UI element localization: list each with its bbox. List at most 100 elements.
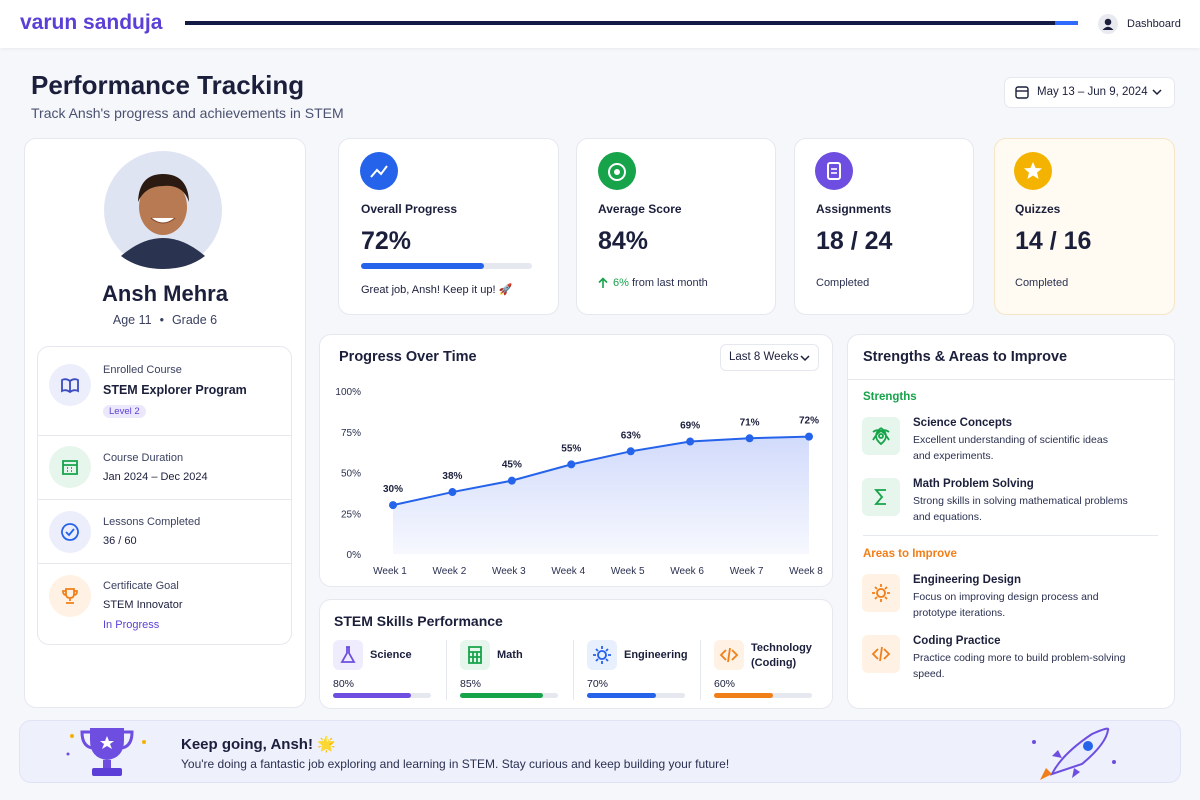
range-label[interactable]: Last 8 Weeks — [729, 351, 799, 363]
stat-value: 14 / 16 — [1015, 227, 1092, 255]
stat-value: 18 / 24 — [816, 227, 893, 255]
icon-glyph — [61, 523, 79, 541]
stat-icon — [1014, 152, 1052, 190]
stat-icon — [815, 152, 853, 190]
skill-name: Math — [497, 649, 523, 661]
nav-dashboard[interactable]: Dashboard — [1127, 18, 1181, 30]
icon-glyph — [62, 588, 78, 604]
page-subtitle: Track Ansh's progress and achievements i… — [31, 105, 344, 121]
stat-label: Overall Progress — [361, 202, 458, 216]
stat-value: 72% — [361, 227, 412, 255]
y-tick-label: 50% — [341, 469, 361, 480]
y-tick-label: 25% — [341, 509, 361, 520]
detail-label: Certificate Goal — [103, 580, 179, 592]
x-tick-label: Week 6 — [670, 566, 704, 577]
stat-note: Great job, Ansh! Keep it up! 🚀 — [361, 284, 513, 296]
x-tick-label: Week 5 — [611, 566, 645, 577]
skill-fill — [714, 693, 773, 698]
divider — [38, 435, 291, 436]
point — [745, 434, 754, 443]
x-tick-label: Week 7 — [730, 566, 764, 577]
banner-text: You're doing a fantastic job exploring a… — [181, 757, 730, 771]
user-icon[interactable] — [1098, 14, 1118, 34]
icon-glyph — [872, 427, 890, 446]
stat-value: 84% — [598, 227, 649, 255]
skill-icon — [714, 640, 744, 670]
icon-glyph — [593, 646, 611, 664]
icon-bg — [49, 511, 91, 553]
chevron — [800, 355, 810, 362]
progress-strip — [185, 21, 1078, 25]
value-label: 38% — [442, 471, 462, 482]
stat-card — [338, 138, 559, 315]
divider — [848, 379, 1174, 380]
icon-bg — [460, 640, 490, 670]
point — [686, 437, 695, 446]
line — [392, 435, 810, 507]
chevron — [1152, 89, 1162, 96]
y-tick-label: 100% — [335, 387, 361, 398]
avatar — [104, 151, 222, 269]
skill-name: Engineering — [624, 649, 688, 661]
stat-card — [994, 138, 1175, 315]
improve-heading: Areas to Improve — [863, 548, 957, 560]
skill-icon — [460, 640, 490, 670]
item-title: Science Concepts — [913, 417, 1013, 429]
icon-glyph — [468, 646, 482, 664]
item-icon — [862, 478, 900, 516]
stat-label: Average Score — [598, 202, 682, 216]
trophy-art — [66, 728, 146, 776]
skill-fill — [587, 693, 656, 698]
date-picker[interactable] — [1004, 77, 1175, 108]
point — [389, 501, 397, 510]
point — [805, 432, 813, 441]
value-label: 63% — [621, 430, 641, 441]
icon-bg — [587, 640, 617, 670]
area — [393, 436, 809, 554]
age: Age 11 — [112, 313, 152, 327]
divider — [38, 563, 291, 564]
date-range[interactable]: May 13 – Jun 9, 2024 — [1037, 86, 1148, 98]
y-tick-label: 75% — [341, 428, 361, 439]
point — [626, 447, 635, 456]
stat-label: Quizzes — [1015, 202, 1061, 216]
value-label: 72% — [799, 416, 819, 427]
icon-glyph — [871, 646, 891, 662]
detail-label: Enrolled Course — [103, 364, 182, 376]
item-description: Practice coding more to build problem-so… — [913, 652, 1126, 680]
point — [448, 488, 457, 497]
skill-value: 60% — [714, 678, 736, 690]
detail-value: Jan 2024 – Dec 2024 — [103, 471, 208, 483]
icon-bg — [333, 640, 363, 670]
item-title: Math Problem Solving — [913, 478, 1034, 490]
icon-glyph — [719, 647, 739, 663]
icon-glyph — [340, 646, 356, 663]
item-description: Focus on improving design process and pr… — [913, 591, 1099, 619]
detail-value: STEM Innovator — [103, 599, 183, 611]
divider — [700, 640, 701, 700]
value-label: 71% — [740, 417, 760, 428]
strengths-heading: Strengths — [863, 391, 917, 403]
brand[interactable]: varun sanduja — [20, 11, 163, 34]
stat-note: Completed — [1015, 277, 1069, 289]
stat-change: 6% — [613, 277, 629, 289]
divider — [38, 499, 291, 500]
detail-icon — [49, 511, 91, 553]
progress-fill — [361, 263, 485, 269]
chart-title: Progress Over Time — [339, 349, 477, 365]
student-meta: Age 11 • Grade 6 — [112, 313, 218, 327]
icon-glyph — [62, 460, 78, 475]
detail-icon — [49, 575, 91, 617]
rocket-art — [1032, 727, 1116, 780]
progress-strip-end — [1055, 21, 1078, 25]
banner — [19, 720, 1181, 783]
divider — [863, 535, 1158, 536]
detail-label: Course Duration — [103, 452, 184, 464]
x-tick-label: Week 4 — [551, 566, 585, 577]
skill-value: 80% — [333, 678, 355, 690]
detail-icon — [49, 364, 91, 406]
page-title: Performance Tracking — [31, 70, 305, 100]
icon-glyph — [872, 584, 890, 602]
